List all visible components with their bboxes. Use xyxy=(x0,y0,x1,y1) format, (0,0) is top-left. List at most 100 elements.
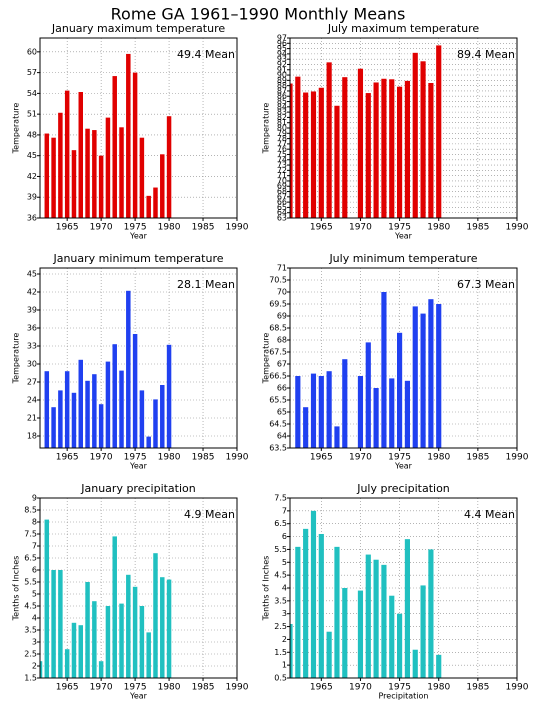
bar xyxy=(112,536,117,678)
plot-frame xyxy=(289,267,518,449)
y-tick-label: 24 xyxy=(27,396,37,405)
y-tick-label: 42 xyxy=(27,172,37,181)
x-tick-label: 1980 xyxy=(427,223,450,233)
bar xyxy=(132,586,138,678)
bar xyxy=(334,546,340,678)
bar xyxy=(436,45,442,218)
x-tick-label: 1985 xyxy=(192,453,215,463)
bar xyxy=(318,87,324,218)
y-tick-label: 4 xyxy=(282,584,287,593)
x-tick-label: 1970 xyxy=(349,453,372,463)
y-tick-label: 18 xyxy=(27,432,37,441)
x-tick-label: 1990 xyxy=(226,453,249,463)
bar xyxy=(381,78,387,218)
y-tick-label: 5.5 xyxy=(24,578,37,587)
x-tick-label: 1970 xyxy=(349,683,372,693)
panel: January minimum temperature 18 21 24 27 30 33 3… xyxy=(12,252,249,471)
plot-frame xyxy=(289,497,518,679)
x-tick-label: 1985 xyxy=(192,223,215,233)
y-tick-label: 7 xyxy=(32,542,37,551)
y-tick-label: 68 xyxy=(277,336,287,345)
bar xyxy=(119,603,124,678)
y-tick-label: 71 xyxy=(277,264,287,273)
bar xyxy=(166,579,172,678)
y-tick-label: 3 xyxy=(32,638,37,647)
bar xyxy=(436,304,442,448)
y-tick-label: 3 xyxy=(282,609,287,618)
y-tick-label: 9 xyxy=(32,494,37,503)
y-tick-label: 33 xyxy=(27,342,37,351)
bar xyxy=(303,407,309,448)
bar xyxy=(71,622,77,678)
bar xyxy=(105,117,111,218)
x-axis-label: Year xyxy=(394,462,413,471)
y-tick-label: 90 xyxy=(277,71,287,80)
bar xyxy=(58,112,63,218)
y-tick-label: 51 xyxy=(27,110,37,119)
y-tick-label: 21 xyxy=(27,414,37,423)
bar xyxy=(303,528,309,678)
y-tick-label: 72 xyxy=(277,166,287,175)
bar xyxy=(126,53,131,218)
bar xyxy=(166,344,172,448)
y-tick-label: 96 xyxy=(277,39,287,48)
x-tick-label: 1965 xyxy=(310,683,333,693)
bar xyxy=(365,93,371,218)
bars xyxy=(290,510,442,678)
bar xyxy=(373,559,379,678)
bars xyxy=(290,45,442,218)
y-tick-label: 73 xyxy=(277,161,287,170)
bar xyxy=(326,631,332,678)
y-tick-label: 0.5 xyxy=(274,674,287,683)
bar xyxy=(78,625,84,678)
annotation: 4.9 Mean xyxy=(184,508,235,521)
bar xyxy=(290,624,293,678)
y-tick-label: 95 xyxy=(277,44,287,53)
bar xyxy=(160,577,165,678)
bar xyxy=(310,510,317,678)
panel: July minimum temperature 63.5 64 64.5 65 65.5… xyxy=(262,252,529,471)
y-tick-label: 94 xyxy=(277,49,287,58)
x-tick-label: 1985 xyxy=(466,683,489,693)
panel: January maximum temperature 36 39 42 45 48 51 5… xyxy=(12,22,249,241)
bar xyxy=(436,654,442,678)
y-tick-label: 6 xyxy=(32,566,37,575)
panel-title: July maximum temperature xyxy=(327,22,480,35)
x-tick-label: 1980 xyxy=(158,223,181,233)
bar xyxy=(40,661,43,678)
bar xyxy=(112,344,117,448)
bar xyxy=(139,390,145,448)
bar xyxy=(119,370,124,448)
y-tick-label: 4 xyxy=(32,614,37,623)
y-tick-label: 63 xyxy=(277,214,287,223)
bar xyxy=(428,299,434,448)
x-tick-label: 1965 xyxy=(56,683,79,693)
bar xyxy=(310,373,317,448)
y-tick-label: 78 xyxy=(277,134,287,143)
y-tick-label: 2 xyxy=(282,635,287,644)
bar xyxy=(71,150,77,218)
y-tick-label: 65 xyxy=(277,408,287,417)
bar xyxy=(373,388,379,448)
x-tick-label: 1990 xyxy=(506,683,529,693)
bar xyxy=(389,79,395,218)
y-tick-label: 60 xyxy=(27,47,37,56)
bar xyxy=(420,313,426,448)
panel: July maximum temperature 6364656667686970… xyxy=(262,22,529,241)
bar xyxy=(44,371,50,448)
panel-title: January maximum temperature xyxy=(51,22,225,35)
y-tick-label: 91 xyxy=(277,65,287,74)
y-tick-label: 69.5 xyxy=(269,300,287,309)
y-tick-label: 83 xyxy=(277,108,287,117)
y-tick-label: 65 xyxy=(277,203,287,212)
y-tick-label: 27 xyxy=(27,378,37,387)
bar xyxy=(51,570,56,678)
bar xyxy=(139,606,145,678)
x-axis-label: Year xyxy=(394,232,413,241)
x-axis-label: Year xyxy=(129,692,148,701)
y-tick-label: 70.5 xyxy=(269,276,287,285)
x-tick-label: 1990 xyxy=(226,683,249,693)
bar xyxy=(365,554,371,678)
bar xyxy=(381,292,387,448)
